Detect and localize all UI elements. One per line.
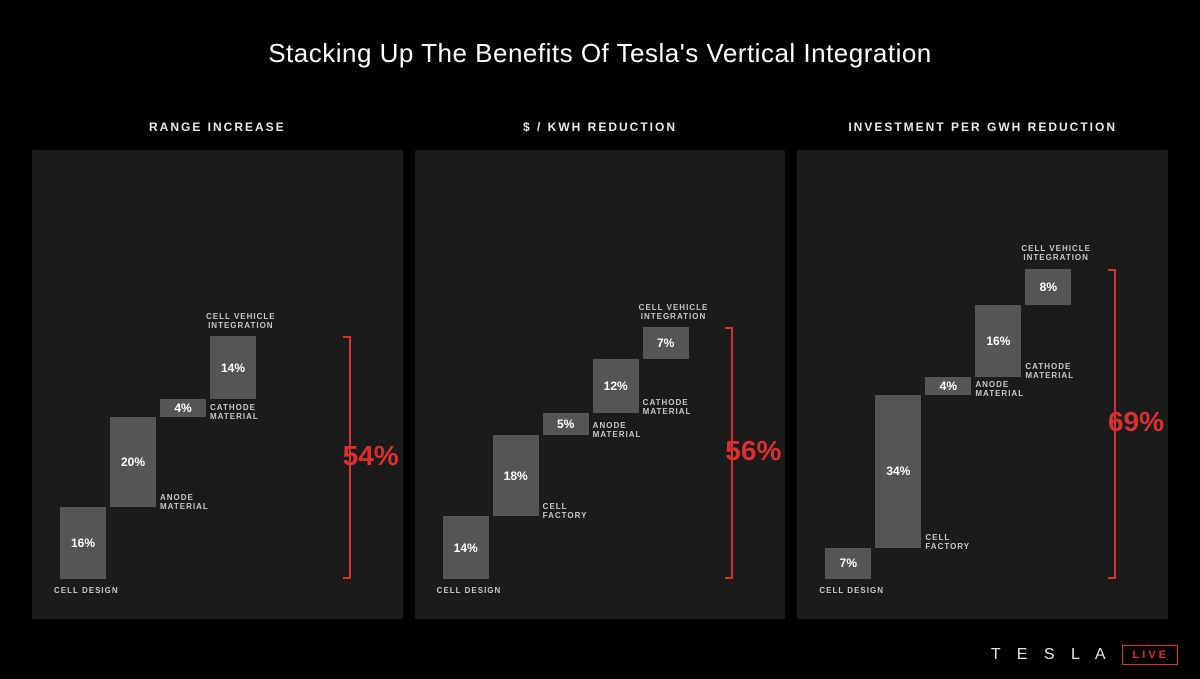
waterfall-bar: 8% — [1025, 269, 1071, 305]
chart-panel: INVESTMENT PER GWH REDUCTIONCELL DESIGN7… — [797, 150, 1168, 619]
waterfall-bar: 4% — [160, 399, 206, 417]
bar-label: CATHODE MATERIAL — [1025, 362, 1074, 380]
panels-row: RANGE INCREASECELL DESIGN16%ANODE MATERI… — [32, 150, 1168, 619]
chart-panel: RANGE INCREASECELL DESIGN16%ANODE MATERI… — [32, 150, 403, 619]
bar-label: ANODE MATERIAL — [975, 380, 1024, 398]
bar-label: ANODE MATERIAL — [160, 493, 209, 511]
tesla-wordmark: T E S L A — [991, 646, 1112, 664]
waterfall-bar: 20% — [110, 417, 156, 507]
bar-value: 16% — [71, 536, 95, 550]
bar-value: 16% — [986, 334, 1010, 348]
panel-title: INVESTMENT PER GWH REDUCTION — [797, 120, 1168, 134]
bar-value: 4% — [174, 401, 191, 415]
panel-total: 54% — [343, 440, 399, 472]
bar-label: CELL VEHICLE INTEGRATION — [206, 312, 276, 330]
waterfall-chart: CELL DESIGN 7% CELL FACTORY 34% ANODE MATERI… — [797, 150, 1168, 619]
waterfall-bar: 34% — [875, 395, 921, 548]
waterfall-chart: CELL DESIGN 14% CELL FACTORY 18% ANODE MATER… — [415, 150, 786, 619]
bar-value: 14% — [221, 361, 245, 375]
bar-value: 7% — [657, 336, 674, 350]
brand-logo: T E S L A LIVE — [991, 645, 1178, 665]
bar-label: ANODE MATERIAL — [593, 421, 642, 439]
bar-label: CELL VEHICLE INTEGRATION — [639, 303, 709, 321]
bar-value: 18% — [504, 469, 528, 483]
waterfall-bar: 18% — [493, 435, 539, 516]
live-badge: LIVE — [1122, 645, 1178, 665]
bar-value: 14% — [454, 541, 478, 555]
bar-value: 5% — [557, 417, 574, 431]
panel-total: 69% — [1108, 406, 1164, 438]
bar-label: CELL DESIGN — [54, 586, 119, 595]
panel-title: RANGE INCREASE — [32, 120, 403, 134]
bar-value: 34% — [886, 464, 910, 478]
waterfall-chart: CELL DESIGN 16% ANODE MATERIAL 20% CATHODE M… — [32, 150, 403, 619]
waterfall-bar: 7% — [825, 548, 871, 580]
bar-label: CELL FACTORY — [543, 502, 588, 520]
panel-title: $ / KWH REDUCTION — [415, 120, 786, 134]
waterfall-bar: 7% — [643, 327, 689, 359]
waterfall-bar: 14% — [210, 336, 256, 399]
waterfall-bar: 14% — [443, 516, 489, 579]
slide-title: Stacking Up The Benefits Of Tesla's Vert… — [0, 38, 1200, 69]
slide: Stacking Up The Benefits Of Tesla's Vert… — [0, 0, 1200, 679]
bar-value: 20% — [121, 455, 145, 469]
bar-label: CATHODE MATERIAL — [210, 403, 259, 421]
waterfall-bar: 5% — [543, 413, 589, 436]
bar-value: 4% — [940, 379, 957, 393]
bar-label: CELL DESIGN — [437, 586, 502, 595]
bar-value: 12% — [604, 379, 628, 393]
bar-label: CELL DESIGN — [819, 586, 884, 595]
waterfall-bar: 4% — [925, 377, 971, 395]
bar-value: 8% — [1040, 280, 1057, 294]
bar-value: 7% — [840, 556, 857, 570]
bar-label: CELL VEHICLE INTEGRATION — [1021, 244, 1091, 262]
waterfall-bar: 16% — [60, 507, 106, 579]
panel-total: 56% — [725, 435, 781, 467]
chart-panel: $ / KWH REDUCTIONCELL DESIGN14%CELL FACT… — [415, 150, 786, 619]
bar-label: CELL FACTORY — [925, 533, 970, 551]
bar-label: CATHODE MATERIAL — [643, 398, 692, 416]
waterfall-bar: 12% — [593, 359, 639, 413]
waterfall-bar: 16% — [975, 305, 1021, 377]
